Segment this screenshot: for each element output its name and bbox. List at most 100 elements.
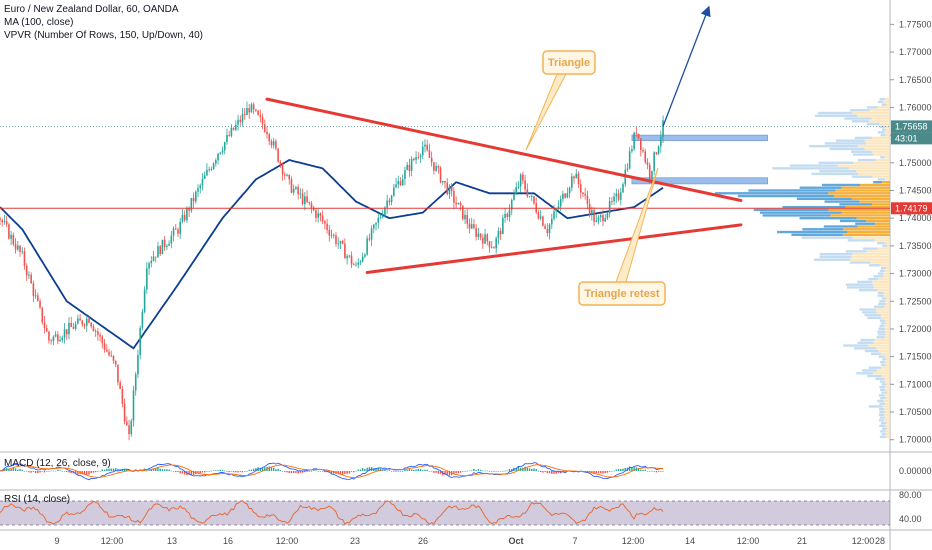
candle-body[interactable] <box>101 336 104 344</box>
horizontal-levels[interactable] <box>0 125 890 209</box>
candle-body[interactable] <box>482 237 484 244</box>
candle-body[interactable] <box>134 374 137 391</box>
candle-body[interactable] <box>186 208 188 221</box>
candle-body[interactable] <box>486 234 489 242</box>
candle-body[interactable] <box>272 141 275 146</box>
candle-body[interactable] <box>619 192 622 200</box>
candle-body[interactable] <box>306 196 308 202</box>
candle-body[interactable] <box>579 184 582 193</box>
candle-body[interactable] <box>506 213 509 218</box>
candle-body[interactable] <box>413 158 415 160</box>
macd-signal-line[interactable] <box>0 464 664 479</box>
candle-body[interactable] <box>490 247 493 249</box>
candle-body[interactable] <box>524 180 526 190</box>
candle-body[interactable] <box>533 196 535 204</box>
candle-body[interactable] <box>154 256 157 258</box>
candle-body[interactable] <box>526 189 529 197</box>
candle-body[interactable] <box>508 210 511 218</box>
candle-body[interactable] <box>192 197 195 202</box>
candle-body[interactable] <box>459 202 462 206</box>
candle-body[interactable] <box>319 213 322 216</box>
candle-body[interactable] <box>1 220 4 223</box>
candle-body[interactable] <box>17 245 19 250</box>
candle-body[interactable] <box>370 228 373 240</box>
candle-body[interactable] <box>348 255 351 257</box>
candle-body[interactable] <box>190 197 193 211</box>
candle-body[interactable] <box>119 382 121 389</box>
candle-body[interactable] <box>252 104 255 110</box>
candle-body[interactable] <box>384 207 386 216</box>
candle-body[interactable] <box>266 131 268 135</box>
rsi-pane[interactable]: 80.00 40.00 <box>0 490 922 526</box>
candle-body[interactable] <box>106 349 108 352</box>
candle-body[interactable] <box>357 262 360 265</box>
candle-body[interactable] <box>197 188 199 192</box>
candle-body[interactable] <box>90 322 93 327</box>
candle-body[interactable] <box>170 235 173 244</box>
candle-body[interactable] <box>174 228 177 230</box>
candle-body[interactable] <box>519 174 522 187</box>
candle-body[interactable] <box>277 148 279 162</box>
candle-body[interactable] <box>21 251 24 253</box>
candle-body[interactable] <box>126 421 128 426</box>
candle-body[interactable] <box>426 144 428 151</box>
candle-body[interactable] <box>292 188 295 193</box>
candle-body[interactable] <box>114 360 117 365</box>
candle-body[interactable] <box>121 388 124 404</box>
candle-body[interactable] <box>28 274 30 276</box>
candle-body[interactable] <box>259 114 262 118</box>
candle-body[interactable] <box>146 268 148 290</box>
candle-body[interactable] <box>497 231 500 239</box>
candle-body[interactable] <box>341 240 344 244</box>
candle-body[interactable] <box>622 184 624 193</box>
candle-body[interactable] <box>210 168 213 170</box>
candle-body[interactable] <box>41 307 44 323</box>
candle-body[interactable] <box>635 132 638 134</box>
callout-triangle-retest[interactable]: Triangle retest <box>578 167 666 306</box>
candle-body[interactable] <box>444 180 446 183</box>
candle-body[interactable] <box>308 201 311 204</box>
candle-body[interactable] <box>65 329 68 335</box>
candle-body[interactable] <box>662 120 664 137</box>
candle-body[interactable] <box>631 149 633 152</box>
candle-body[interactable] <box>83 324 86 326</box>
candle-body[interactable] <box>337 243 339 245</box>
candle-body[interactable] <box>250 104 253 113</box>
time-axis[interactable]: 9 12:00 13 16 12:00 23 26 Oct 7 12:00 14 12:00 21 12:… <box>54 536 885 546</box>
candle-body[interactable] <box>275 141 277 149</box>
candle-body[interactable] <box>373 224 375 229</box>
candle-body[interactable] <box>599 215 602 218</box>
rsi-line[interactable] <box>0 499 664 525</box>
candle-body[interactable] <box>386 200 388 208</box>
candle-body[interactable] <box>246 108 248 116</box>
candle-body[interactable] <box>290 179 293 193</box>
candle-body[interactable] <box>339 240 342 244</box>
candle-body[interactable] <box>161 239 164 255</box>
candle-body[interactable] <box>226 134 228 143</box>
legend-ma[interactable]: MA (100, close) <box>4 17 74 28</box>
candle-body[interactable] <box>415 157 417 160</box>
candle-body[interactable] <box>14 244 17 250</box>
candle-body[interactable] <box>462 205 464 220</box>
candle-body[interactable] <box>168 243 170 246</box>
candle-body[interactable] <box>344 243 346 259</box>
candle-body[interactable] <box>43 322 46 329</box>
candle-body[interactable] <box>615 193 618 197</box>
candle-body[interactable] <box>522 174 524 181</box>
candle-body[interactable] <box>99 334 101 337</box>
candle-body[interactable] <box>297 186 299 195</box>
trendline-upper[interactable] <box>265 97 743 202</box>
candle-body[interactable] <box>435 166 437 171</box>
candle-body[interactable] <box>350 255 353 265</box>
candle-body[interactable] <box>237 119 239 125</box>
candle-body[interactable] <box>417 157 420 158</box>
candle-body[interactable] <box>446 182 449 195</box>
candle-body[interactable] <box>657 146 660 154</box>
candle-body[interactable] <box>642 149 644 152</box>
candle-body[interactable] <box>286 174 288 176</box>
candle-body[interactable] <box>375 222 377 225</box>
candle-body[interactable] <box>163 239 166 247</box>
candle-body[interactable] <box>70 322 72 327</box>
candle-body[interactable] <box>408 164 411 171</box>
candle-body[interactable] <box>377 217 380 223</box>
